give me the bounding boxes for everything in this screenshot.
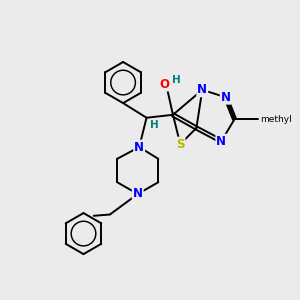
Text: N: N [221,91,231,104]
Text: N: N [216,135,226,148]
Text: H: H [150,120,159,130]
Text: S: S [176,138,184,151]
Text: H: H [172,75,181,85]
Text: O: O [160,77,170,91]
Text: N: N [197,83,207,96]
Text: N: N [134,141,144,154]
Text: methyl: methyl [260,115,292,124]
Text: N: N [133,188,143,200]
